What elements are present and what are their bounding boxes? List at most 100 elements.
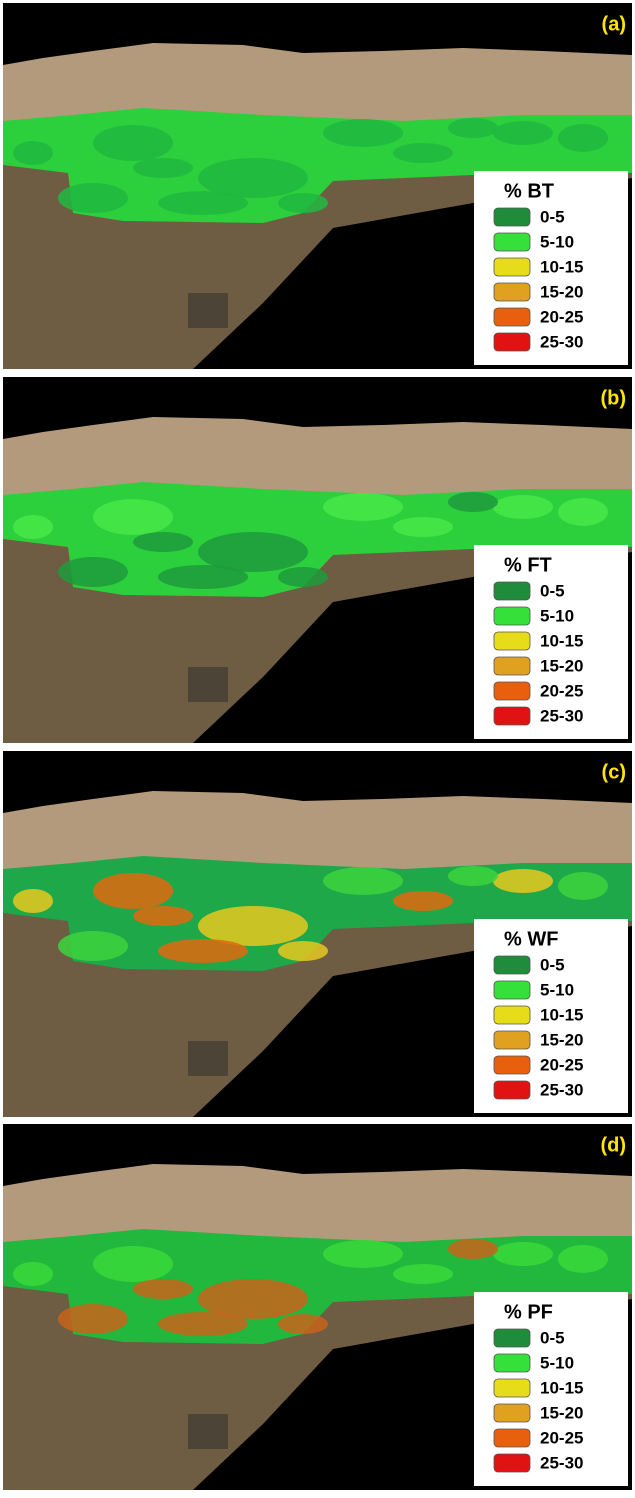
legend-label: 25-30 — [540, 1453, 583, 1472]
overlay-patch — [558, 124, 608, 152]
legend-label: 20-25 — [540, 307, 583, 326]
overlay-patch — [448, 866, 498, 886]
overlay-patch — [13, 1262, 53, 1286]
legend-swatch — [494, 632, 530, 650]
overlay-patch — [278, 941, 328, 961]
legend-label: 5-10 — [540, 606, 574, 625]
figure: (a) % BT 0-5 5-10 10-15 15-20 20-25 25-30 (b) % F… — [0, 0, 635, 1493]
bush — [188, 1414, 228, 1449]
overlay-patch — [93, 873, 173, 909]
legend-swatch — [494, 1429, 530, 1447]
overlay-patch — [158, 939, 248, 963]
legend-label: 5-10 — [540, 232, 574, 251]
legend-label: 25-30 — [540, 1080, 583, 1099]
overlay-patch — [323, 867, 403, 895]
legend-swatch — [494, 308, 530, 326]
legend-label: 10-15 — [540, 631, 583, 650]
legend-swatch — [494, 657, 530, 675]
legend-label: 20-25 — [540, 1428, 583, 1447]
overlay-patch — [158, 1312, 248, 1336]
bush — [188, 1041, 228, 1076]
panel: (b) % FT 0-5 5-10 10-15 15-20 20-25 25-30 — [3, 377, 632, 743]
overlay-patch — [448, 492, 498, 512]
legend-swatch — [494, 333, 530, 351]
legend-swatch — [494, 1404, 530, 1422]
panel: (c) % WF 0-5 5-10 10-15 15-20 20-25 25-30 — [3, 751, 632, 1117]
legend-swatch — [494, 1379, 530, 1397]
overlay-patch — [558, 1245, 608, 1273]
legend-swatch — [494, 1031, 530, 1049]
panel-label: (b) — [600, 387, 626, 409]
legend-swatch — [494, 1056, 530, 1074]
legend-label: 25-30 — [540, 706, 583, 725]
overlay-patch — [133, 158, 193, 178]
legend-label: 10-15 — [540, 1005, 583, 1024]
overlay-patch — [13, 141, 53, 165]
overlay-patch — [278, 1314, 328, 1334]
overlay-patch — [323, 1240, 403, 1268]
panel-label: (d) — [600, 1134, 626, 1156]
overlay-patch — [93, 1246, 173, 1282]
legend-swatch — [494, 1081, 530, 1099]
legend-swatch — [494, 956, 530, 974]
legend-label: 20-25 — [540, 681, 583, 700]
legend-label: 0-5 — [540, 1328, 565, 1347]
panel-label: (a) — [602, 13, 626, 35]
legend-label: 25-30 — [540, 332, 583, 351]
overlay-patch — [393, 517, 453, 537]
overlay-patch — [393, 143, 453, 163]
overlay-patch — [13, 515, 53, 539]
legend-label: 0-5 — [540, 581, 565, 600]
overlay-patch — [393, 891, 453, 911]
overlay-patch — [448, 1239, 498, 1259]
legend-title: % FT — [504, 554, 552, 576]
legend-label: 20-25 — [540, 1055, 583, 1074]
overlay-patch — [448, 118, 498, 138]
overlay-patch — [58, 931, 128, 961]
overlay-patch — [133, 532, 193, 552]
legend-swatch — [494, 582, 530, 600]
legend-swatch — [494, 1454, 530, 1472]
legend-label: 0-5 — [540, 955, 565, 974]
legend-label: 0-5 — [540, 207, 565, 226]
overlay-patch — [493, 495, 553, 519]
bush — [188, 667, 228, 702]
legend-swatch — [494, 1006, 530, 1024]
legend-label: 10-15 — [540, 257, 583, 276]
panel: (a) % BT 0-5 5-10 10-15 15-20 20-25 25-30 — [3, 3, 632, 369]
overlay-patch — [558, 872, 608, 900]
legend-swatch — [494, 233, 530, 251]
legend-label: 15-20 — [540, 282, 583, 301]
overlay-patch — [58, 1304, 128, 1334]
legend-swatch — [494, 1329, 530, 1347]
overlay-patch — [558, 498, 608, 526]
panel-label: (c) — [602, 761, 626, 783]
overlay-patch — [93, 499, 173, 535]
overlay-patch — [58, 183, 128, 213]
overlay-patch — [323, 119, 403, 147]
legend-label: 15-20 — [540, 656, 583, 675]
overlay-patch — [493, 121, 553, 145]
legend-label: 15-20 — [540, 1030, 583, 1049]
overlay-patch — [93, 125, 173, 161]
legend-swatch — [494, 981, 530, 999]
overlay-patch — [133, 1279, 193, 1299]
legend-swatch — [494, 208, 530, 226]
legend-swatch — [494, 607, 530, 625]
legend-title: % WF — [504, 928, 558, 950]
legend-swatch — [494, 283, 530, 301]
overlay-patch — [493, 1242, 553, 1266]
overlay-patch — [493, 869, 553, 893]
legend-swatch — [494, 1354, 530, 1372]
overlay-patch — [133, 906, 193, 926]
bush — [188, 293, 228, 328]
overlay-patch — [278, 567, 328, 587]
legend-swatch — [494, 682, 530, 700]
legend-label: 5-10 — [540, 980, 574, 999]
overlay-patch — [13, 889, 53, 913]
overlay-patch — [58, 557, 128, 587]
legend-title: % PF — [504, 1301, 553, 1323]
legend-title: % BT — [504, 180, 554, 202]
overlay-patch — [393, 1264, 453, 1284]
